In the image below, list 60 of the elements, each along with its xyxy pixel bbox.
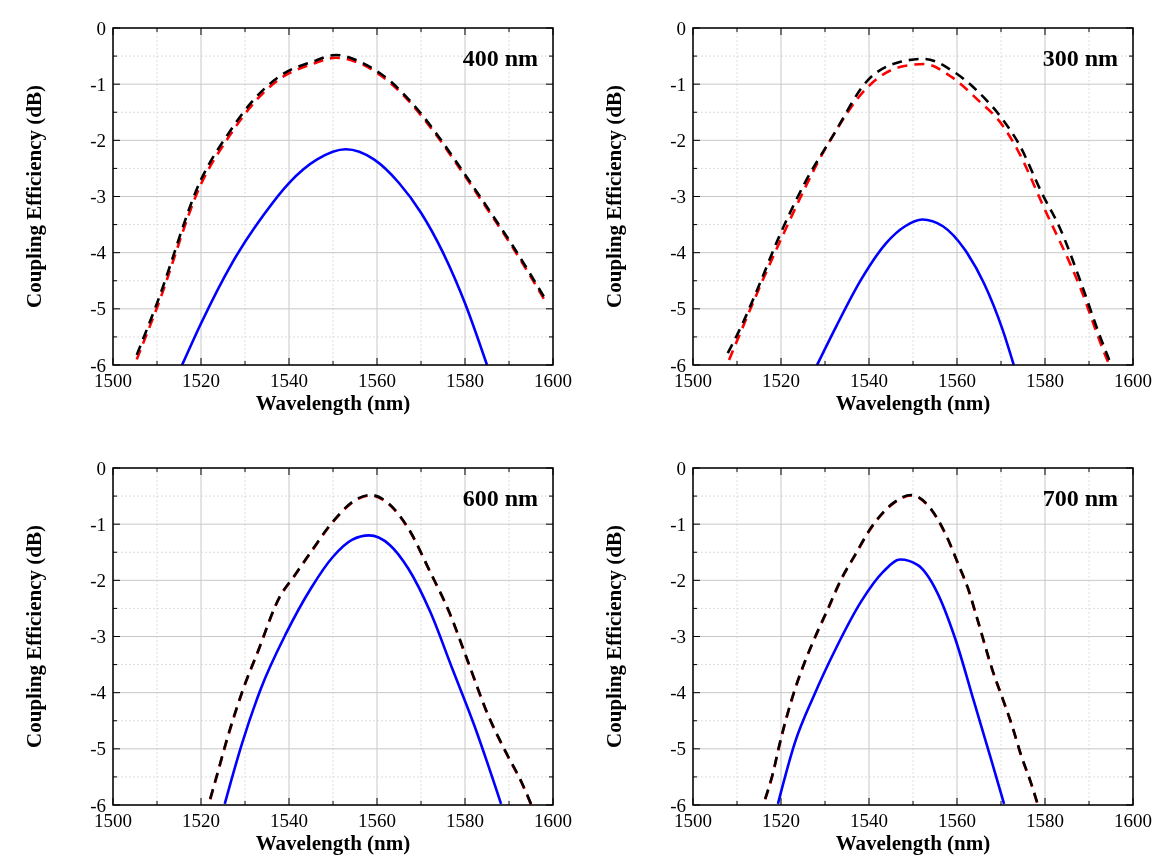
y-axis-title: Coupling Efficiency (dB): [602, 525, 626, 748]
x-tick-label: 1560: [938, 370, 976, 391]
y-tick-label: -3: [90, 186, 106, 208]
x-tick-label: 1520: [762, 810, 800, 831]
x-axis-title: Wavelength (nm): [835, 831, 991, 855]
line-series: [776, 558, 1006, 805]
y-tick-label: -1: [670, 513, 686, 535]
x-tick-label: 1580: [1026, 810, 1064, 831]
y-tick-label: -1: [90, 513, 106, 535]
y-tick-label: -2: [670, 569, 686, 591]
x-tick-label: 1600: [1114, 810, 1152, 831]
x-tick-label: 1520: [762, 370, 800, 391]
y-tick-label: -3: [670, 626, 686, 648]
x-tick-label: 1540: [270, 370, 308, 391]
y-tick-label: -1: [90, 73, 106, 95]
x-tick-label: 1520: [182, 810, 220, 831]
x-axis-title: Wavelength (nm): [255, 831, 411, 855]
x-axis-title: Wavelength (nm): [255, 391, 411, 415]
x-tick-label: 1600: [534, 370, 572, 391]
y-tick-label: 0: [96, 457, 106, 479]
y-tick-label: -1: [670, 73, 686, 95]
x-tick-label: 1540: [850, 370, 888, 391]
y-tick-label: 0: [676, 17, 686, 39]
line-series: [815, 218, 1016, 365]
x-tick-label: 1580: [446, 810, 484, 831]
x-tick-label: 1600: [534, 810, 572, 831]
y-tick-label: -4: [90, 682, 107, 704]
line-series: [223, 534, 503, 805]
annotation: 300 nm: [1042, 45, 1118, 71]
x-tick-label: 1600: [1114, 370, 1152, 391]
y-tick-label: -4: [90, 242, 107, 264]
annotation: 400 nm: [462, 45, 538, 71]
y-tick-label: -5: [670, 298, 686, 320]
y-tick-label: -2: [90, 569, 106, 591]
y-axis-title: Coupling Efficiency (dB): [22, 85, 46, 308]
x-tick-label: 1540: [850, 810, 888, 831]
y-tick-label: -4: [670, 682, 687, 704]
x-tick-label: 1560: [358, 810, 396, 831]
annotation: 600 nm: [462, 485, 538, 511]
y-tick-label: -5: [90, 298, 106, 320]
y-tick-label: 0: [676, 457, 686, 479]
y-tick-label: -3: [670, 186, 686, 208]
y-tick-label: -2: [670, 129, 686, 151]
x-tick-label: 1560: [938, 810, 976, 831]
y-tick-label: -3: [90, 626, 106, 648]
y-tick-label: 0: [96, 17, 106, 39]
y-axis-title: Coupling Efficiency (dB): [22, 525, 46, 748]
y-tick-label: -5: [90, 738, 106, 760]
line-series: [180, 148, 489, 365]
x-tick-label: 1580: [1026, 370, 1064, 391]
annotation: 700 nm: [1042, 485, 1118, 511]
y-tick-label: -2: [90, 129, 106, 151]
y-axis-title: Coupling Efficiency (dB): [602, 85, 626, 308]
y-tick-label: -5: [670, 738, 686, 760]
x-tick-label: 1520: [182, 370, 220, 391]
x-axis-title: Wavelength (nm): [835, 391, 991, 415]
y-tick-label: -4: [670, 242, 687, 264]
x-tick-label: 1580: [446, 370, 484, 391]
x-tick-label: 1560: [358, 370, 396, 391]
x-tick-label: 1540: [270, 810, 308, 831]
